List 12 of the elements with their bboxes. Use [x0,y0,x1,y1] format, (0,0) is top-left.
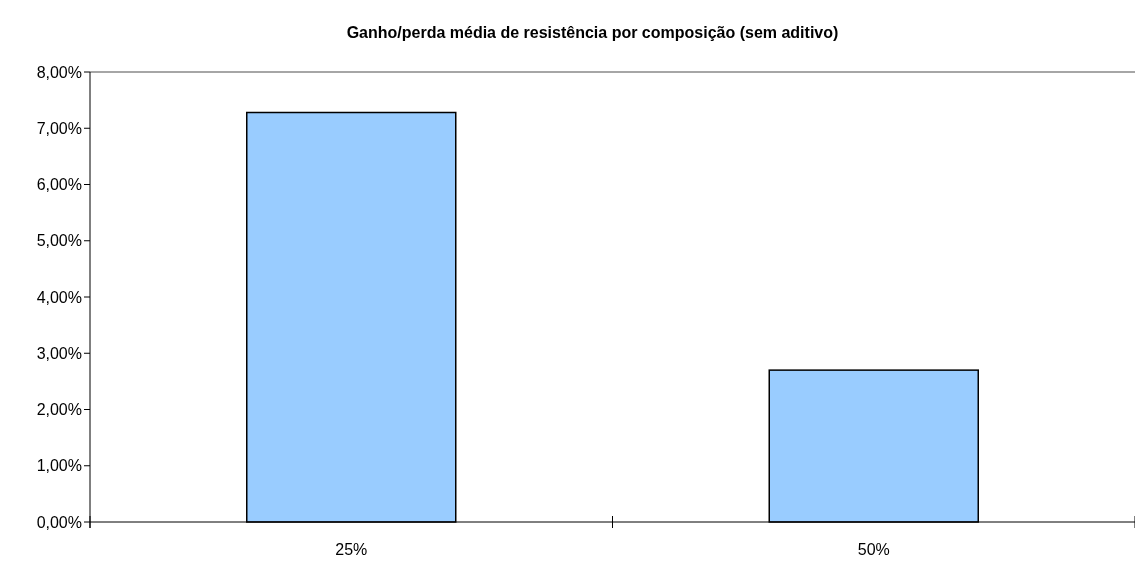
y-tick-label: 7,00% [36,119,82,137]
y-tick-label: 5,00% [36,232,82,250]
y-tick-label: 0,00% [36,513,82,531]
y-tick-label: 1,00% [36,457,82,475]
y-tick-label: 8,00% [36,63,82,81]
x-tick-label: 50% [857,541,890,558]
y-tick-label: 2,00% [36,401,82,419]
y-tick-label: 4,00% [36,288,82,306]
y-tick-label: 6,00% [36,176,82,194]
x-tick-label: 25% [335,541,368,558]
y-tick-label: 3,00% [36,344,82,362]
chart-title: Ganho/perda média de resistência por composição (sem aditivo) [346,24,839,41]
